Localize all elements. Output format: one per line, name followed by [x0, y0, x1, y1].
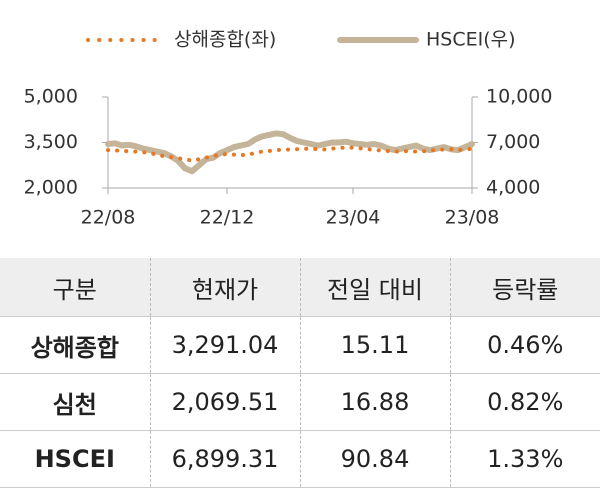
y2-tick-label: 7,000 [486, 131, 540, 153]
header-cell: 구분 [0, 258, 151, 317]
cell: 90.84 [300, 430, 451, 488]
table-row: 심천 2,069.51 16.88 0.82% [0, 373, 600, 431]
table-header: 구분 현재가 전일 대비 등락률 [0, 258, 600, 317]
y-tick-label: 5,000 [24, 86, 78, 108]
row-label: 심천 [0, 373, 151, 431]
header-cell: 전일 대비 [300, 258, 451, 317]
x-tick-label: 23/04 [326, 207, 381, 229]
chart: 2,000 3,500 5,000 4,000 7,000 10,000 22/08 22/1… [24, 29, 553, 229]
cell: 0.46% [450, 316, 600, 374]
x-tick-label: 23/08 [445, 207, 500, 229]
x-tick-label: 22/12 [200, 207, 255, 229]
legend-label: HSCEI(우) [426, 29, 516, 51]
table-row: HSCEI 6,899.31 90.84 1.33% [0, 430, 600, 488]
cell: 1.33% [450, 430, 600, 488]
x-tick-label: 22/08 [81, 207, 136, 229]
header-cell: 현재가 [150, 258, 301, 317]
cell: 2,069.51 [150, 373, 301, 431]
table-row: 상해종합 3,291.04 15.11 0.46% [0, 316, 600, 374]
row-label: 상해종합 [0, 316, 151, 374]
series-line [106, 145, 474, 163]
data-table: 구분 현재가 전일 대비 등락률 상해종합 3,291.04 15.11 0.4… [0, 258, 600, 488]
legend-label: 상해종합(좌) [174, 29, 276, 51]
row-label: HSCEI [0, 430, 151, 488]
y2-tick-label: 4,000 [486, 177, 540, 199]
cell: 0.82% [450, 373, 600, 431]
y-tick-label: 3,500 [24, 131, 78, 153]
y2-tick-label: 10,000 [486, 86, 552, 108]
y-tick-label: 2,000 [24, 177, 78, 199]
cell: 3,291.04 [150, 316, 301, 374]
cell: 6,899.31 [150, 430, 301, 488]
cell: 15.11 [300, 316, 451, 374]
series-line [105, 130, 475, 175]
cell: 16.88 [300, 373, 451, 431]
header-cell: 등락률 [450, 258, 600, 317]
